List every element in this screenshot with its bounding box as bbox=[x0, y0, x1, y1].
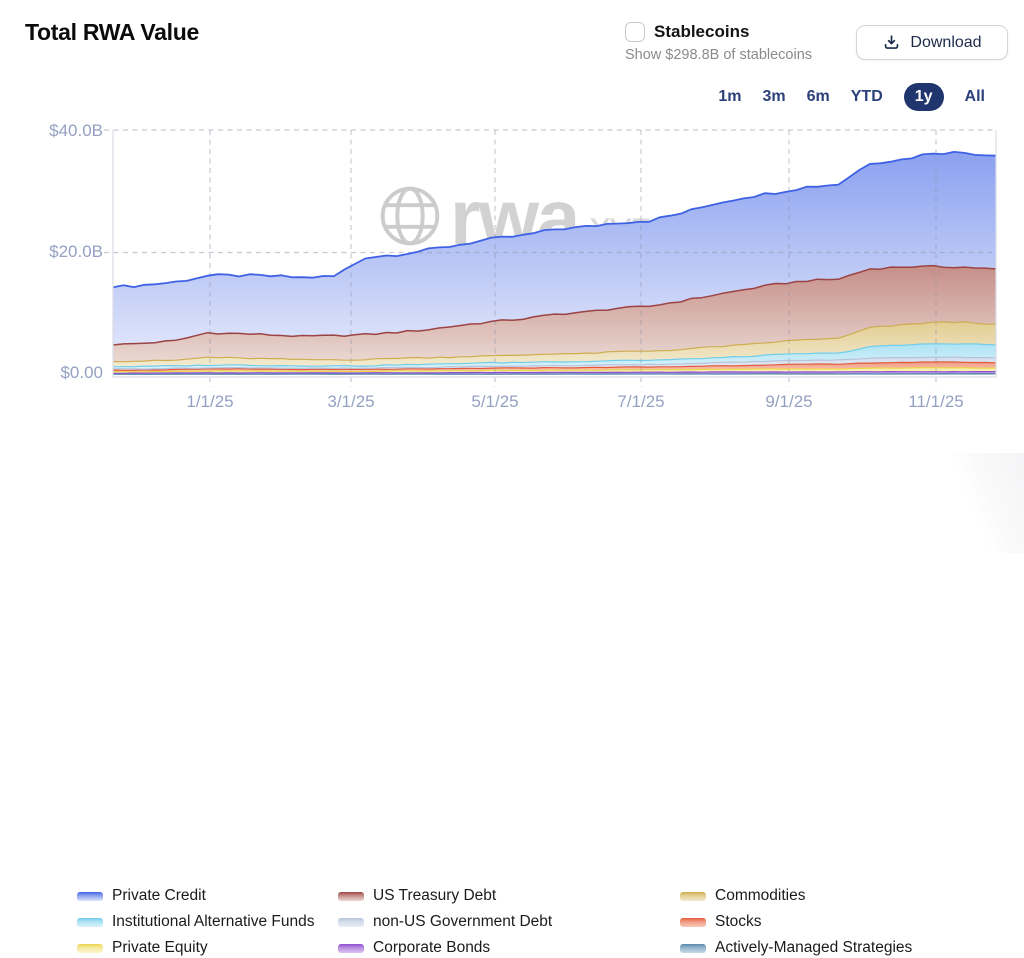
legend-label: Stocks bbox=[715, 913, 762, 930]
download-label: Download bbox=[910, 33, 982, 51]
stablecoins-label[interactable]: Stablecoins bbox=[654, 22, 750, 41]
legend-swatch bbox=[77, 917, 103, 927]
page-title: Total RWA Value bbox=[25, 19, 199, 45]
legend-swatch bbox=[680, 943, 706, 953]
legend-label: Corporate Bonds bbox=[373, 939, 491, 956]
legend-item-private-equity[interactable]: Private Equity bbox=[77, 938, 208, 958]
stablecoins-checkbox[interactable] bbox=[625, 22, 645, 42]
legend-swatch bbox=[338, 943, 364, 953]
legend-item-us-treasury-debt[interactable]: US Treasury Debt bbox=[338, 886, 496, 906]
legend-item-non-us-government-debt[interactable]: non-US Government Debt bbox=[338, 912, 552, 932]
range-option-1m[interactable]: 1m bbox=[718, 88, 742, 105]
legend-swatch bbox=[680, 917, 706, 927]
range-option-3m[interactable]: 3m bbox=[762, 88, 786, 105]
stablecoins-caption: Show $298.8B of stablecoins bbox=[625, 47, 813, 63]
legend-item-corporate-bonds[interactable]: Corporate Bonds bbox=[338, 938, 490, 958]
download-button[interactable]: Download bbox=[856, 25, 1008, 60]
legend-label: non-US Government Debt bbox=[373, 913, 553, 930]
legend-item-stocks[interactable]: Stocks bbox=[680, 912, 762, 932]
range-selector: 1m 3m 6m YTD 1y All bbox=[718, 83, 985, 111]
legend-swatch bbox=[338, 891, 364, 901]
legend-item-actively-managed-strategies[interactable]: Actively-Managed Strategies bbox=[680, 938, 912, 958]
legend-label: Private Credit bbox=[112, 887, 206, 904]
stablecoins-toggle-group: Stablecoins Show $298.8B of stablecoins bbox=[625, 22, 812, 63]
legend-label: Institutional Alternative Funds bbox=[112, 913, 315, 930]
legend-label: Commodities bbox=[715, 887, 806, 904]
range-option-all[interactable]: All bbox=[964, 88, 985, 105]
stacked-area-chart[interactable] bbox=[0, 0, 1024, 435]
legend-swatch bbox=[338, 917, 364, 927]
legend-label: Private Equity bbox=[112, 939, 208, 956]
range-option-6m[interactable]: 6m bbox=[806, 88, 830, 105]
globe-icon bbox=[380, 186, 440, 246]
legend-swatch bbox=[680, 891, 706, 901]
legend-item-institutional-alternative-funds[interactable]: Institutional Alternative Funds bbox=[77, 912, 314, 932]
download-icon bbox=[885, 35, 899, 49]
range-option-1y[interactable]: 1y bbox=[903, 83, 944, 111]
chart-legend: Private Credit US Treasury Debt Commodit… bbox=[0, 440, 1024, 956]
range-option-ytd[interactable]: YTD bbox=[850, 88, 883, 105]
legend-label: US Treasury Debt bbox=[373, 887, 497, 904]
legend-swatch bbox=[77, 943, 103, 953]
legend-item-commodities[interactable]: Commodities bbox=[680, 886, 805, 906]
legend-swatch bbox=[77, 891, 103, 901]
legend-item-private-credit[interactable]: Private Credit bbox=[77, 886, 206, 906]
legend-label: Actively-Managed Strategies bbox=[715, 939, 913, 956]
